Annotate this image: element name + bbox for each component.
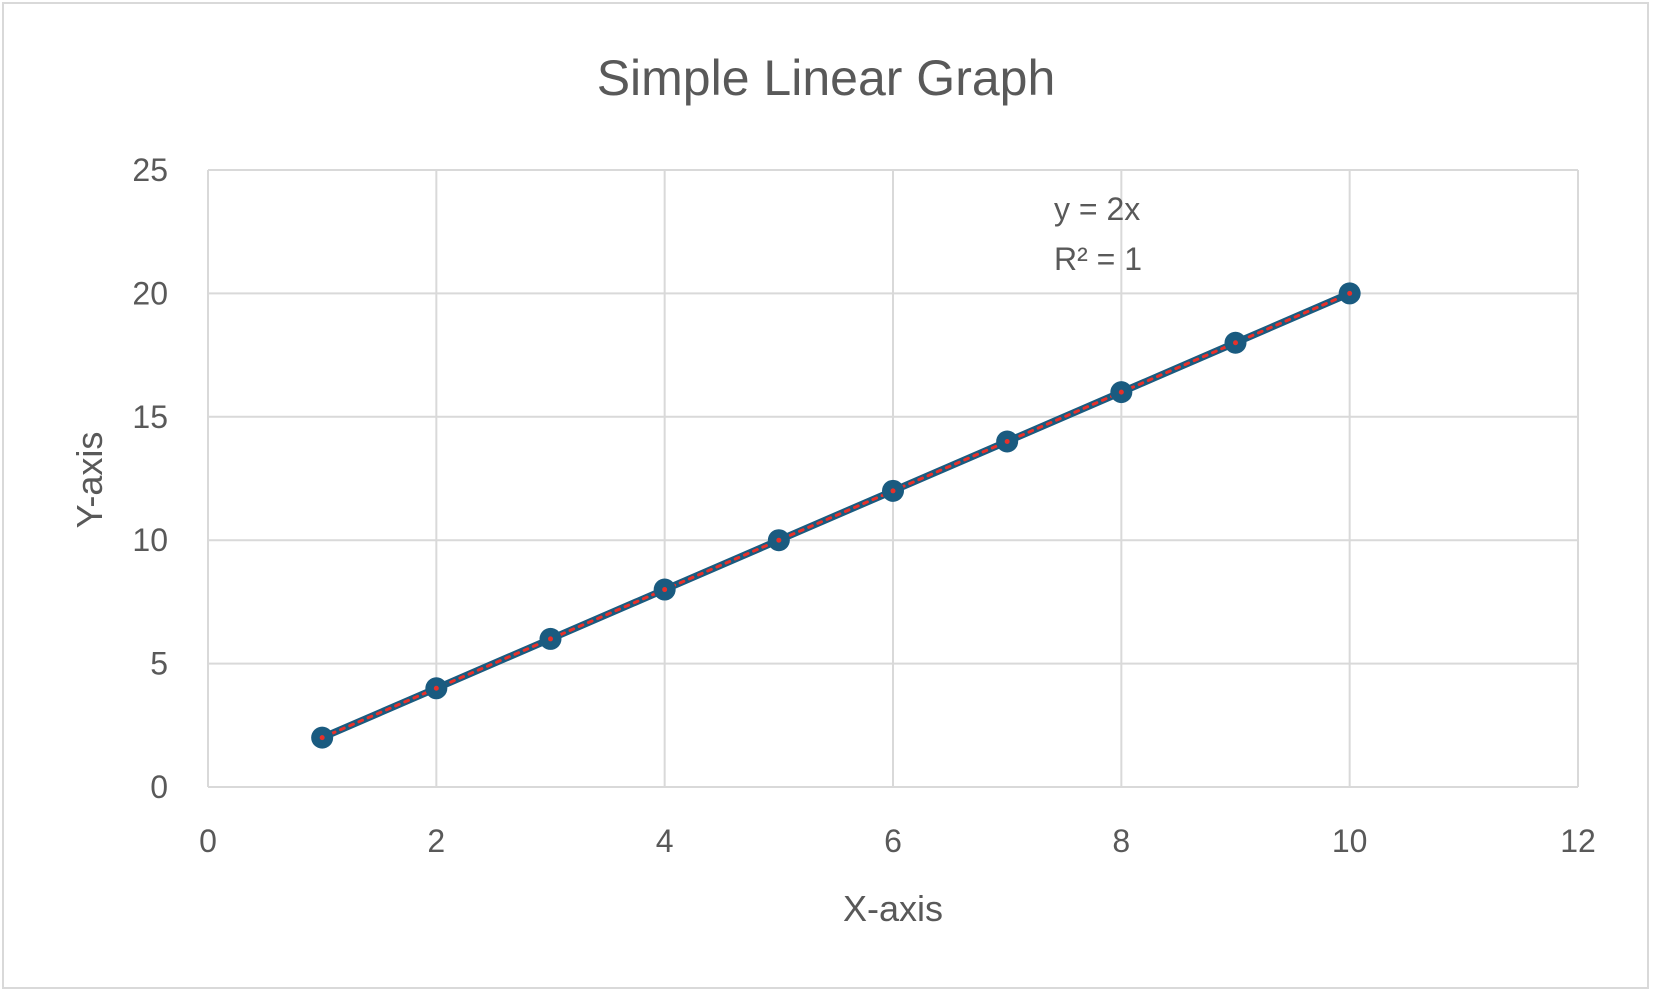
x-tick-label-8: 8 [1112, 823, 1130, 859]
trendline-dot-4 [662, 587, 668, 593]
trendline-dot-8 [1118, 389, 1124, 395]
trendline-r-squared: R² = 1 [1054, 241, 1142, 277]
trendline-dot-6 [890, 488, 896, 494]
trendline-dot-2 [433, 685, 439, 691]
trendline-dot-1 [319, 735, 325, 741]
x-tick-label-0: 0 [199, 823, 217, 859]
tick-labels: 0 2 4 6 8 10 12 0 5 10 15 20 25 [132, 152, 1595, 859]
trendline-dot-3 [548, 636, 553, 642]
trendline-dot-5 [776, 537, 782, 543]
x-tick-label-12: 12 [1560, 823, 1596, 859]
y-tick-label-10: 10 [132, 522, 168, 558]
series-group [311, 282, 1361, 749]
x-tick-label-2: 2 [427, 823, 445, 859]
x-axis-label: X-axis [843, 888, 943, 929]
y-tick-label-0: 0 [150, 769, 168, 805]
trendline-dot-9 [1233, 340, 1238, 346]
trendline-dot-10 [1347, 290, 1353, 296]
x-tick-label-6: 6 [884, 823, 902, 859]
x-tick-label-10: 10 [1332, 823, 1368, 859]
y-axis-label: Y-axis [69, 432, 110, 529]
y-tick-label-5: 5 [150, 646, 168, 682]
y-tick-label-20: 20 [132, 275, 168, 311]
x-tick-label-4: 4 [656, 823, 674, 859]
chart-title: Simple Linear Graph [597, 50, 1056, 106]
trendline-equation: y = 2x [1054, 191, 1140, 227]
y-tick-label-15: 15 [132, 399, 168, 435]
y-tick-label-25: 25 [132, 152, 168, 188]
trendline-dot-7 [1004, 438, 1010, 444]
trendline [320, 291, 1352, 740]
grid-lines [207, 169, 1579, 788]
